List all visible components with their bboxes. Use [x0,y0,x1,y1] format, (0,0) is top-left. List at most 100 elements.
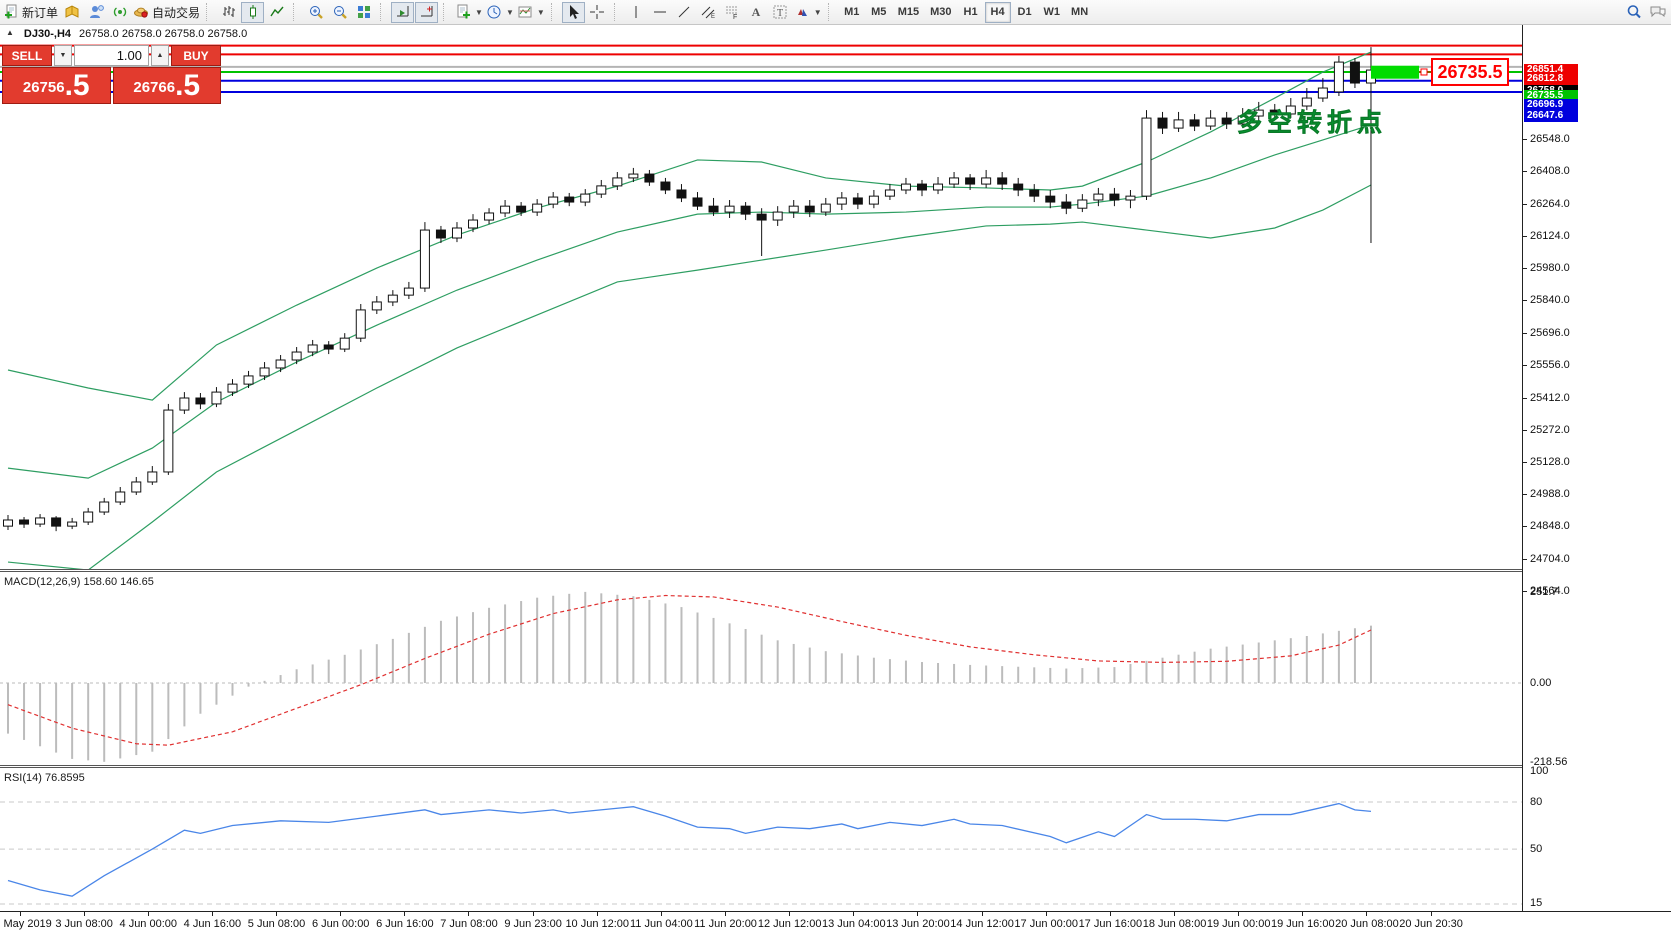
auto-trading-label: 自动交易 [152,5,201,20]
buy-button[interactable]: BUY [171,45,221,66]
price-tag[interactable]: 26812.8 [1524,73,1578,85]
macd-histogram-bar [327,659,330,683]
fibonacci-button[interactable]: F [721,2,744,23]
volume-decrease-button[interactable]: ▼ [54,45,72,66]
macd-histogram-bar [1305,636,1308,683]
tile-windows-button[interactable] [352,2,375,23]
chat-button[interactable] [1646,2,1669,23]
toolbar-separator [613,3,621,21]
candle-body [548,196,559,205]
timeframe-h1[interactable]: H1 [963,6,978,18]
price-axis[interactable]: 26548.0 26408.0 26264.0 26124.0 25980.0 25840… [1522,25,1671,911]
auto-trading-button[interactable]: 自动交易 [132,2,201,23]
main-chart-panel[interactable]: 26735.5 多空转折点 ▲ DJ30-,H4 26758.0 26758.0 … [0,25,1522,571]
svg-text:T: T [777,8,783,19]
main-chart-canvas[interactable]: 26735.5 多空转折点 [0,25,1522,571]
search-button[interactable] [1622,2,1645,23]
text-label-button[interactable]: T [769,2,792,23]
time-tick-label: 20 Jun 20:30 [1399,918,1463,930]
indicators-button[interactable]: ▼ [454,2,484,23]
candle-body [355,309,366,339]
sell-button[interactable]: SELL [2,45,52,66]
timeframe-m15[interactable]: M15 [897,6,920,18]
candle-body [1045,195,1056,203]
candle-body [500,205,511,214]
macd-histogram-bar [808,647,811,683]
macd-histogram-bar [1337,630,1340,683]
trendline-button[interactable] [673,2,696,23]
sell-price-display[interactable]: 26756 .5 [2,67,111,104]
timeframe-m30[interactable]: M30 [930,6,952,18]
clock-icon [486,4,502,20]
bar-chart-button[interactable] [217,2,240,23]
auto-scroll-button[interactable] [391,1,415,23]
crosshair-button[interactable] [586,2,609,23]
cursor-button[interactable] [561,1,585,23]
volume-increase-button[interactable]: ▲ [151,45,169,66]
macd-histogram-bar [183,683,186,727]
price-tag[interactable]: 26696.9 [1524,99,1578,111]
trendline-icon [676,4,692,20]
line-chart-button[interactable] [265,2,288,23]
time-tick-label: 5 Jun 08:00 [247,918,306,930]
indicators-icon [455,4,471,20]
time-tick [1046,912,1047,916]
zoom-in-button[interactable] [304,2,327,23]
history-book-button[interactable] [60,2,83,23]
timeframe-w1[interactable]: W1 [1043,6,1061,18]
templates-button[interactable]: ▼ [516,2,546,23]
candle-body [1221,117,1232,125]
price-tag[interactable]: 26647.6 [1524,110,1578,122]
rsi-axis-label: 80 [1530,796,1543,808]
zoom-out-button[interactable] [328,2,351,23]
time-tick-label: 31 May 2019 [0,918,52,930]
arrows-button[interactable]: ▼ [793,2,823,23]
periods-button[interactable]: ▼ [485,2,515,23]
price-flag-box[interactable] [1431,57,1509,86]
zoom-in-icon [308,4,324,20]
timeframe-m5[interactable]: M5 [871,6,887,18]
signal-button[interactable] [108,2,131,23]
rsi-indicator-panel[interactable]: RSI(14) 76.8595 [0,765,1522,911]
equidistant-channel-button[interactable]: E [697,2,720,23]
time-tick [212,912,213,916]
timeframe-mn[interactable]: MN [1071,6,1089,18]
macd-histogram-bar [728,623,731,683]
timeframe-h4[interactable]: H4 [984,1,1011,23]
candle-body [259,367,270,377]
candle-body [724,205,735,213]
candle-body [419,229,430,289]
horizontal-line-button[interactable] [649,2,672,23]
candle-body [852,197,863,205]
timeframe-m1[interactable]: M1 [844,6,860,18]
candle-body [1109,193,1120,201]
macd-histogram-bar [1273,640,1276,683]
axis-tick [1523,333,1527,334]
time-tick [533,912,534,916]
macd-indicator-panel[interactable]: MACD(12,26,9) 158.60 146.65 [0,569,1522,765]
timeframe-d1[interactable]: D1 [1017,6,1032,18]
macd-histogram-bar [840,653,843,683]
candle-chart-button[interactable] [241,1,265,23]
macd-histogram-bar [744,629,747,683]
macd-axis-label: -218.56 [1530,756,1568,768]
new-order-button[interactable]: 新订单 [2,2,59,23]
macd-histogram-bar [680,607,683,683]
flag-anchor[interactable] [1420,68,1428,76]
macd-histogram-bar [664,603,667,683]
highlight-zone[interactable] [1370,65,1420,79]
candle-body [67,521,78,527]
collapse-subwindow-icon[interactable]: ▲ [6,28,14,37]
annotation-text[interactable]: 多空转折点 [1237,108,1387,138]
volume-input[interactable]: 1.00 [74,45,149,66]
time-tick-label: 11 Jun 20:00 [694,918,757,930]
text-button[interactable]: A [745,2,768,23]
chart-shift-button[interactable] [415,1,439,23]
vertical-line-button[interactable] [625,2,648,23]
buy-price-display[interactable]: 26766 .5 [112,67,221,104]
macd-histogram-bar [520,601,523,683]
macd-signal-line [7,594,1372,746]
community-button[interactable] [84,2,107,23]
time-tick-label: 18 Jun 08:00 [1142,918,1207,930]
